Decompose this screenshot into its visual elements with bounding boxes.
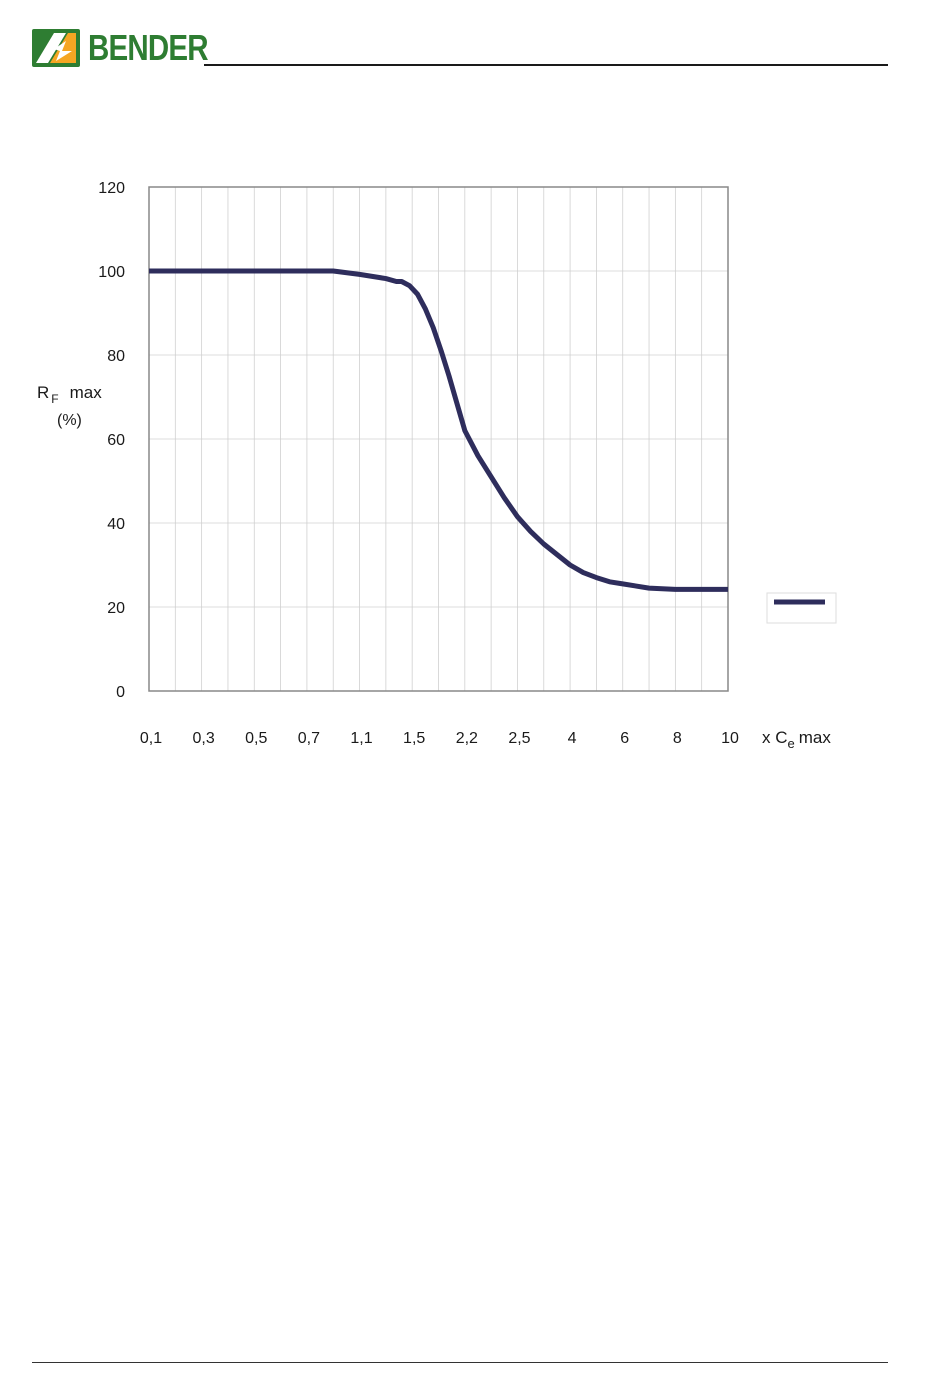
chart: 0 20 40 60 80 100 120 0,1 0,3 0,5 0,7 1,1 1,5 2,2 2,5… xyxy=(37,180,837,751)
legend-box xyxy=(766,592,837,624)
x-axis-label: x Ce max xyxy=(762,728,831,751)
x-axis-label-sub: e xyxy=(788,736,795,751)
y-axis-unit: (%) xyxy=(57,412,82,429)
footer-rule xyxy=(32,1362,888,1363)
chart-grid xyxy=(149,187,728,691)
y-axis-ticks: 0 20 40 60 80 100 120 xyxy=(98,180,125,701)
x-tick-label: 4 xyxy=(568,730,577,747)
x-tick-label: 0,3 xyxy=(193,730,215,747)
y-tick-label: 80 xyxy=(107,348,125,365)
x-axis-label-prefix: x C xyxy=(762,728,788,747)
series-line xyxy=(149,268,728,592)
y-tick-label: 0 xyxy=(116,684,125,701)
y-axis-label-sub: F xyxy=(51,392,58,406)
brand-name: BENDER xyxy=(88,27,209,68)
x-axis-label-rest: max xyxy=(799,728,832,747)
plot-frame xyxy=(148,186,729,692)
y-axis-label-rest: max xyxy=(70,383,103,402)
y-axis-label-main: R xyxy=(37,383,49,402)
y-tick-label: 120 xyxy=(98,180,125,197)
bender-logo-icon xyxy=(32,29,80,67)
x-tick-label: 6 xyxy=(620,730,629,747)
x-axis-ticks: 0,1 0,3 0,5 0,7 1,1 1,5 2,2 2,5 4 6 8 10 xyxy=(140,730,739,747)
x-tick-label: 0,1 xyxy=(140,730,162,747)
y-tick-label: 40 xyxy=(107,516,125,533)
x-tick-label: 10 xyxy=(721,730,739,747)
page-header: BENDER xyxy=(0,0,950,80)
y-tick-label: 20 xyxy=(107,600,125,617)
x-tick-label: 2,5 xyxy=(508,730,530,747)
y-tick-label: 100 xyxy=(98,264,125,281)
x-tick-label: 1,5 xyxy=(403,730,425,747)
header-rule xyxy=(204,64,888,66)
y-tick-label: 60 xyxy=(107,432,125,449)
x-tick-label: 0,5 xyxy=(245,730,267,747)
x-tick-label: 8 xyxy=(673,730,682,747)
x-tick-label: 0,7 xyxy=(298,730,320,747)
x-tick-label: 1,1 xyxy=(350,730,372,747)
x-tick-label: 2,2 xyxy=(456,730,478,747)
